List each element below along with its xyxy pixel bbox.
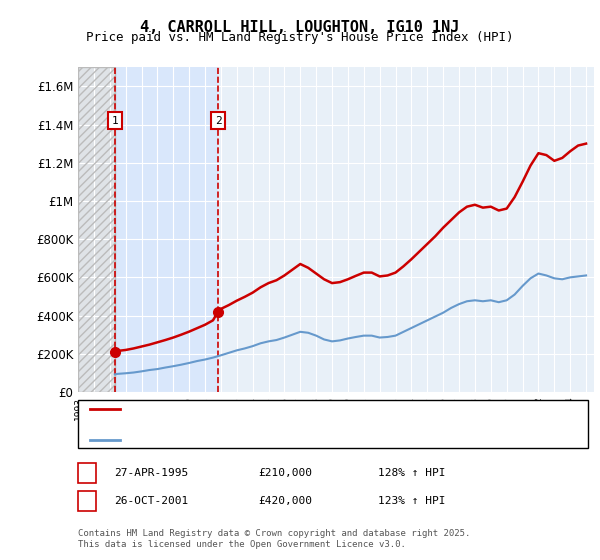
- Text: 123% ↑ HPI: 123% ↑ HPI: [378, 496, 445, 506]
- Bar: [78, 67, 115, 392]
- Text: £210,000: £210,000: [258, 468, 312, 478]
- Text: 128% ↑ HPI: 128% ↑ HPI: [378, 468, 445, 478]
- Bar: [78, 67, 115, 392]
- Text: 1: 1: [112, 116, 118, 125]
- Text: 1: 1: [83, 468, 91, 478]
- Text: Contains HM Land Registry data © Crown copyright and database right 2025.
This d: Contains HM Land Registry data © Crown c…: [78, 529, 470, 549]
- Text: Price paid vs. HM Land Registry's House Price Index (HPI): Price paid vs. HM Land Registry's House …: [86, 31, 514, 44]
- Text: 26-OCT-2001: 26-OCT-2001: [114, 496, 188, 506]
- Text: 27-APR-1995: 27-APR-1995: [114, 468, 188, 478]
- Text: 2: 2: [83, 496, 91, 506]
- Text: HPI: Average price, semi-detached house, Epping Forest: HPI: Average price, semi-detached house,…: [126, 435, 464, 445]
- Text: 4, CARROLL HILL, LOUGHTON, IG10 1NJ: 4, CARROLL HILL, LOUGHTON, IG10 1NJ: [140, 20, 460, 35]
- Text: 2: 2: [215, 116, 221, 125]
- Text: 4, CARROLL HILL, LOUGHTON, IG10 1NJ (semi-detached house): 4, CARROLL HILL, LOUGHTON, IG10 1NJ (sem…: [126, 404, 482, 414]
- Bar: [115, 67, 218, 392]
- Text: £420,000: £420,000: [258, 496, 312, 506]
